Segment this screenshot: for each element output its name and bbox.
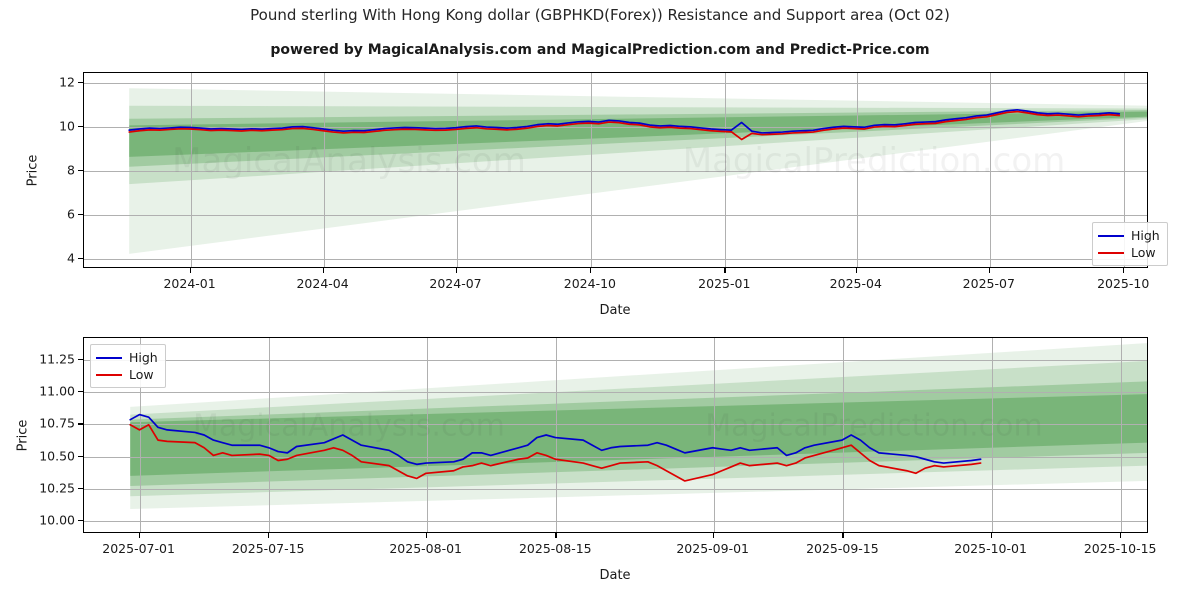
x-axis-tick-label: 2025-07-15 [232,541,305,556]
x-axis-tick-label: 2025-01 [698,276,750,291]
y-axis-tick-mark [78,423,83,424]
x-axis-tick-mark [724,268,725,273]
x-axis-tick-mark [555,533,556,538]
y-axis-tick-mark [78,258,83,259]
x-axis-tick-mark [842,533,843,538]
y-axis-tick-label: 10.00 [21,513,75,528]
series-line-low [130,425,980,481]
x-axis-tick-label: 2025-08-15 [519,541,592,556]
y-axis-tick-label: 4 [21,251,75,266]
y-axis-tick-mark [78,359,83,360]
legend-entry-high: High [1098,227,1160,244]
x-axis-tick-mark [323,268,324,273]
y-axis-tick-mark [78,391,83,392]
x-axis-tick-label: 2025-10 [1097,276,1149,291]
x-axis-tick-mark [713,533,714,538]
bottom-chart-legend[interactable]: High Low [90,344,166,388]
y-axis-tick-label: 12 [21,74,75,89]
legend-entry-low: Low [96,366,158,383]
x-axis-tick-mark [1123,268,1124,273]
y-axis-tick-mark [78,520,83,521]
x-axis-tick-mark [139,533,140,538]
top-chart-x-axis-label: Date [599,303,630,318]
top-chart-y-axis-label: Price [26,126,41,216]
x-axis-tick-mark [268,533,269,538]
y-axis-tick-label: 10.25 [21,480,75,495]
x-axis-tick-mark [991,533,992,538]
bottom-chart-y-axis-label: Price [16,391,31,481]
x-axis-tick-label: 2025-04 [830,276,882,291]
legend-swatch-high [96,357,122,359]
legend-label-high: High [129,349,158,366]
legend-label-low: Low [129,366,154,383]
y-axis-tick-mark [78,488,83,489]
y-axis-tick-mark [78,126,83,127]
x-axis-tick-label: 2025-09-01 [676,541,749,556]
top-chart-plot-area: MagicalAnalysis.comMagicalPrediction.com [83,72,1148,268]
legend-entry-high: High [96,349,158,366]
y-axis-tick-label: 11.25 [21,351,75,366]
legend-label-high: High [1131,227,1160,244]
x-axis-tick-label: 2025-10-15 [1084,541,1157,556]
legend-swatch-low [1098,252,1124,254]
x-axis-tick-label: 2024-10 [564,276,616,291]
bottom-chart-series-layer [84,338,1147,532]
x-axis-tick-mark [989,268,990,273]
x-axis-tick-mark [456,268,457,273]
x-axis-tick-label: 2024-04 [296,276,348,291]
y-axis-tick-mark [78,214,83,215]
page-title: Pound sterling With Hong Kong dollar (GB… [0,6,1200,24]
x-axis-tick-label: 2025-07 [963,276,1015,291]
x-axis-tick-mark [190,268,191,273]
legend-swatch-low [96,374,122,376]
forex-resistance-support-figure: Pound sterling With Hong Kong dollar (GB… [0,0,1200,600]
bottom-chart-plot-area: MagicalAnalysis.comMagicalPrediction.com [83,337,1148,533]
x-axis-tick-label: 2025-10-01 [954,541,1027,556]
bottom-chart-x-axis-label: Date [599,568,630,583]
series-line-high [130,415,980,465]
x-axis-tick-label: 2025-09-15 [806,541,879,556]
y-axis-tick-mark [78,170,83,171]
top-chart-legend[interactable]: High Low [1092,222,1168,266]
x-axis-tick-mark [856,268,857,273]
x-axis-tick-mark [590,268,591,273]
y-axis-tick-mark [78,456,83,457]
x-axis-tick-label: 2024-07 [429,276,481,291]
x-axis-tick-mark [1120,533,1121,538]
x-axis-tick-label: 2025-08-01 [389,541,462,556]
series-line-low [129,112,1119,140]
legend-swatch-high [1098,235,1124,237]
y-axis-tick-mark [78,82,83,83]
legend-entry-low: Low [1098,244,1160,261]
x-axis-tick-label: 2024-01 [163,276,215,291]
page-subtitle: powered by MagicalAnalysis.com and Magic… [0,42,1200,58]
legend-label-low: Low [1131,244,1156,261]
x-axis-tick-mark [426,533,427,538]
top-chart-series-layer [84,73,1147,267]
x-axis-tick-label: 2025-07-01 [102,541,175,556]
